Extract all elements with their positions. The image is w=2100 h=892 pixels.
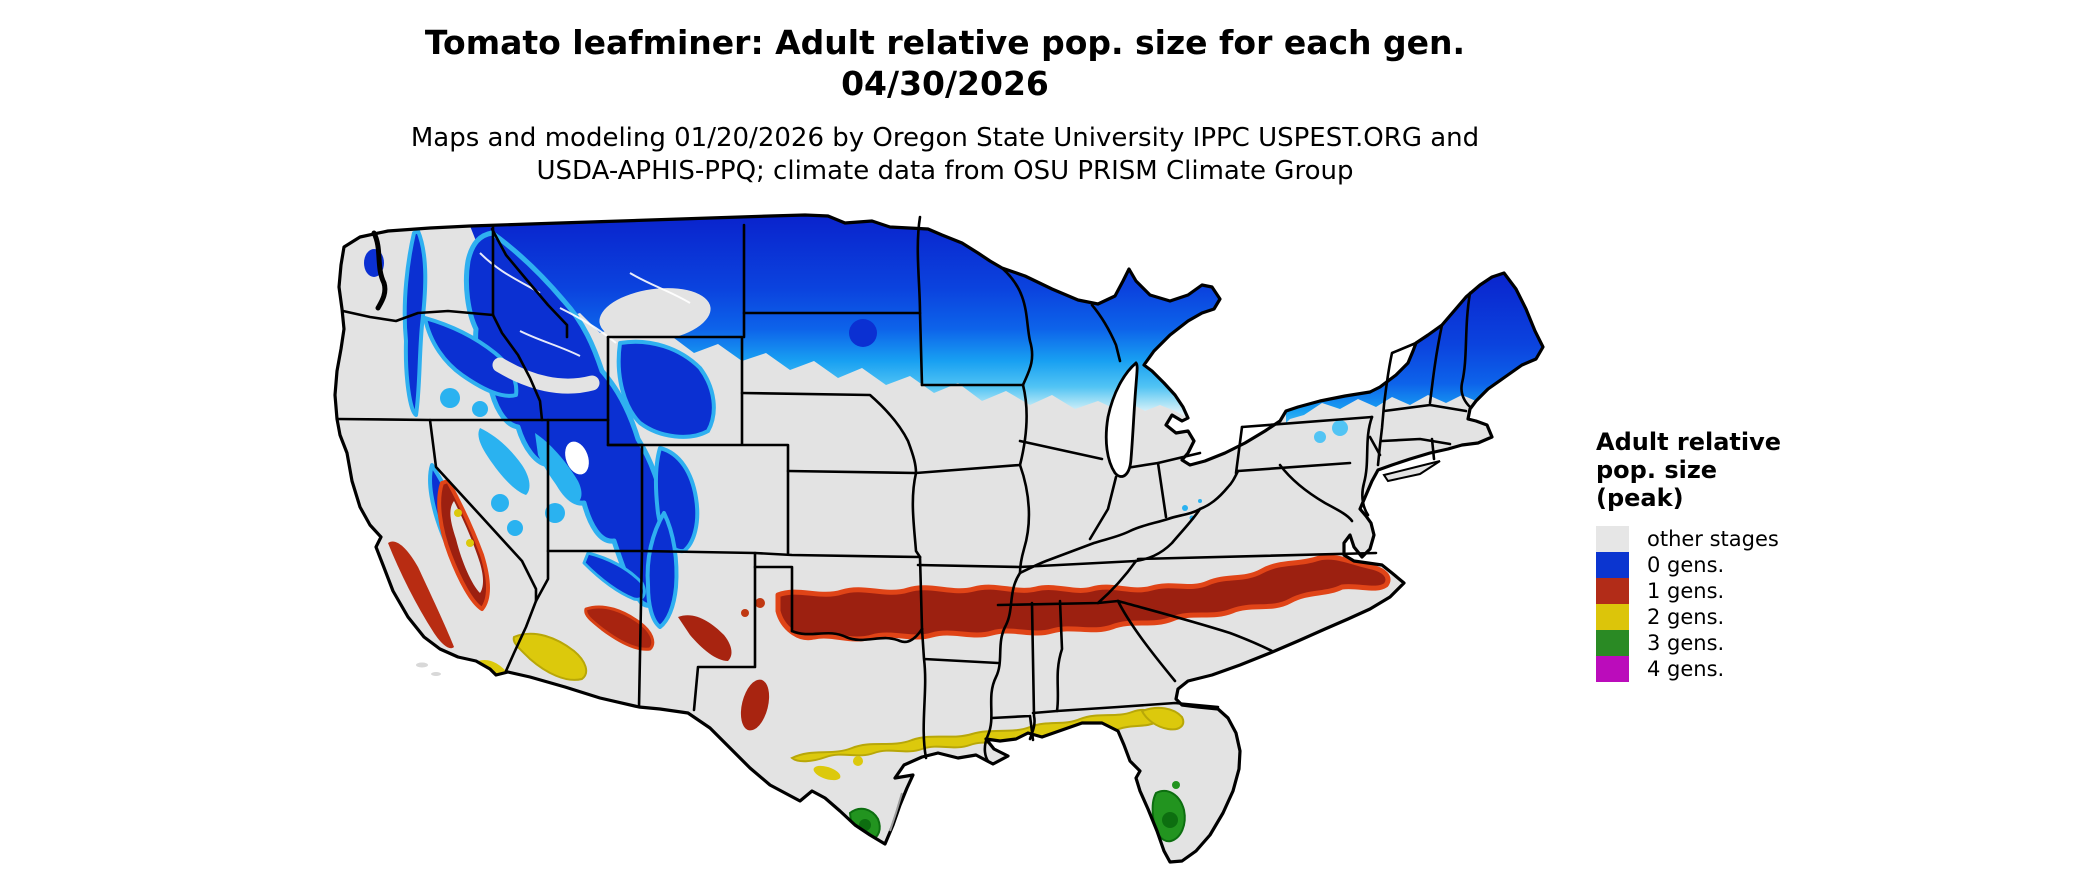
- puget-sound: [371, 230, 388, 311]
- legend-items: other stages 0 gens. 1 gens. 2 gens. 3 g…: [1596, 526, 1896, 682]
- legend-title-line-3: (peak): [1596, 484, 1684, 512]
- legend-title-line-1: Adult relative: [1596, 428, 1782, 456]
- gray-hole-montana: [599, 288, 711, 342]
- legend-label-0-gens: 0 gens.: [1647, 553, 1725, 577]
- channel-island: [416, 662, 428, 668]
- map-area: [330, 213, 1570, 888]
- region-1-gens: [388, 479, 1391, 731]
- legend-swatch-3-gens: [1596, 630, 1629, 656]
- state-borders: [335, 215, 1472, 763]
- coastal-details: [371, 230, 1441, 832]
- legend-item-3-gens: 3 gens.: [1596, 630, 1896, 656]
- legend-swatch-0-gens: [1596, 552, 1629, 578]
- map-title: Tomato leafminer: Adult relative pop. si…: [0, 22, 1890, 104]
- title-line-1: Tomato leafminer: Adult relative pop. si…: [424, 23, 1466, 62]
- lake-michigan: [1104, 361, 1139, 478]
- channel-island: [431, 672, 441, 676]
- black-hills-blue: [849, 319, 877, 347]
- legend-item-1-gens: 1 gens.: [1596, 578, 1896, 604]
- us-map: [333, 213, 1545, 864]
- legend-title: Adult relative pop. size (peak): [1596, 428, 1896, 512]
- legend-swatch-other-stages: [1596, 526, 1629, 552]
- legend: Adult relative pop. size (peak) other st…: [1596, 428, 1896, 682]
- legend-label-2-gens: 2 gens.: [1647, 605, 1725, 629]
- great-lakes: [565, 361, 1139, 478]
- subtitle-line-2: USDA-APHIS-PPQ; climate data from OSU PR…: [536, 156, 1354, 186]
- legend-item-2-gens: 2 gens.: [1596, 604, 1896, 630]
- region-3-gens: [848, 781, 1186, 843]
- legend-label-4-gens: 4 gens.: [1647, 657, 1725, 681]
- legend-item-other-stages: other stages: [1596, 526, 1896, 552]
- legend-label-other-stages: other stages: [1647, 527, 1779, 551]
- great-salt-lake: [565, 441, 589, 475]
- legend-swatch-4-gens: [1596, 656, 1629, 682]
- legend-title-line-2: pop. size: [1596, 456, 1718, 484]
- long-island: [1382, 460, 1441, 483]
- legend-item-0-gens: 0 gens.: [1596, 552, 1896, 578]
- legend-label-3-gens: 3 gens.: [1647, 631, 1725, 655]
- texas-barrier-islands: [889, 792, 903, 832]
- region-0-gens-north: [470, 215, 1220, 418]
- title-line-date: 04/30/2026: [841, 64, 1049, 103]
- map-subtitle: Maps and modeling 01/20/2026 by Oregon S…: [0, 122, 1890, 188]
- legend-label-1-gens: 1 gens.: [1647, 579, 1725, 603]
- legend-swatch-1-gens: [1596, 578, 1629, 604]
- legend-swatch-2-gens: [1596, 604, 1629, 630]
- subtitle-line-1: Maps and modeling 01/20/2026 by Oregon S…: [410, 123, 1480, 153]
- conus-outline: [333, 213, 1545, 864]
- legend-item-4-gens: 4 gens.: [1596, 656, 1896, 682]
